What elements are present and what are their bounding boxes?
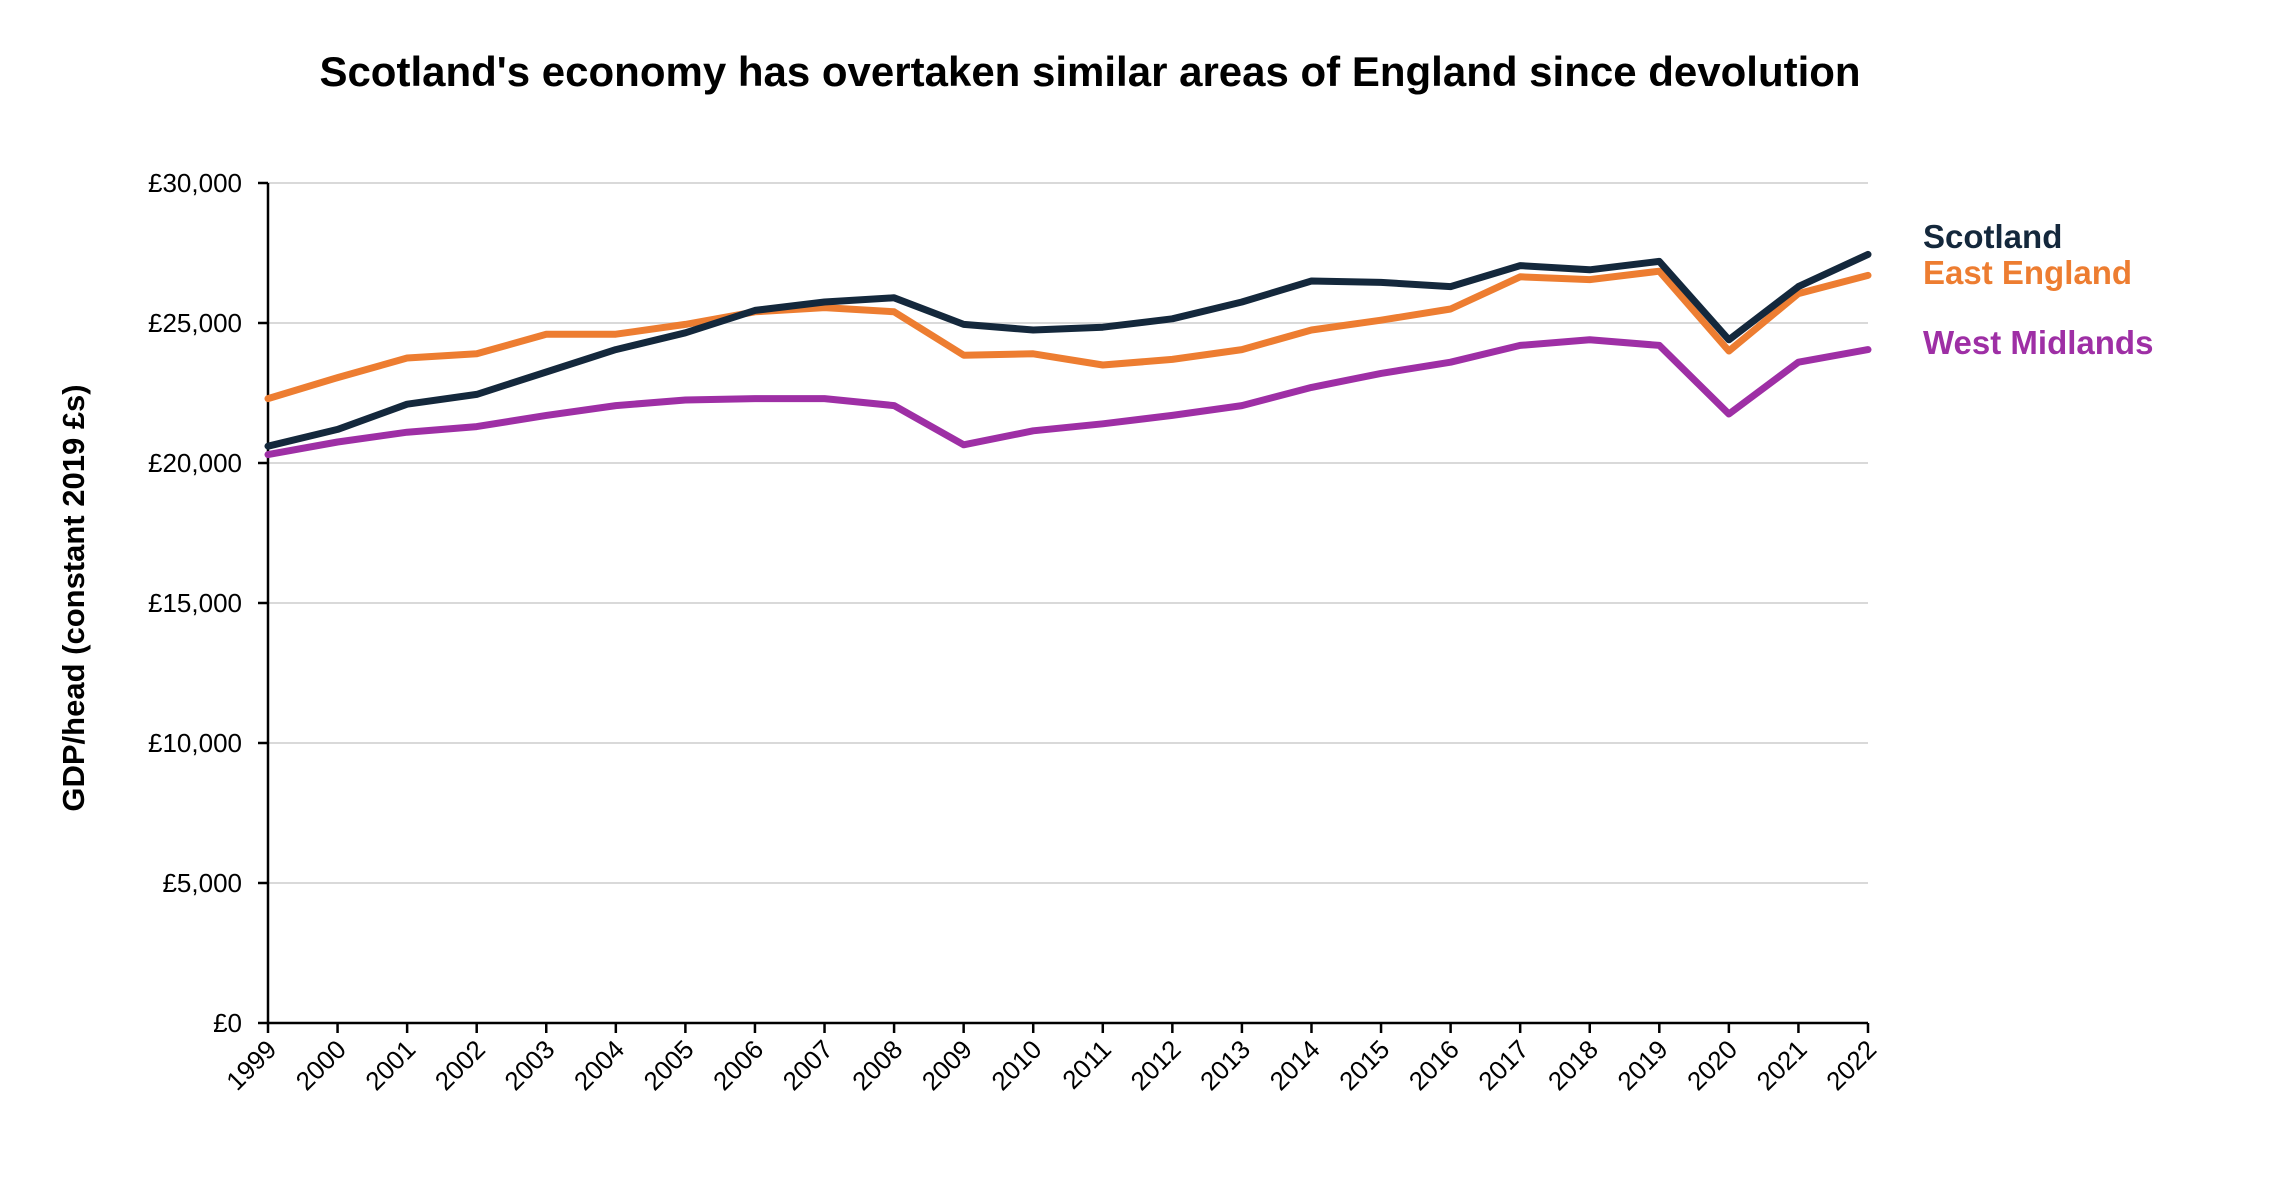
x-tick-label: 2014 bbox=[1264, 1034, 1326, 1096]
x-tick-label: 2007 bbox=[777, 1034, 839, 1096]
y-tick-label: £5,000 bbox=[162, 868, 242, 898]
x-tick-label: 2004 bbox=[568, 1034, 630, 1096]
y-tick-label: £15,000 bbox=[148, 588, 242, 618]
legend-label-east-england: East England bbox=[1923, 254, 2132, 291]
x-tick-label: 1999 bbox=[220, 1034, 282, 1096]
x-tick-label: 2008 bbox=[846, 1034, 908, 1096]
gridlines bbox=[268, 182, 1868, 884]
y-tick-label: £25,000 bbox=[148, 308, 242, 338]
legend-label-west-midlands: West Midlands bbox=[1923, 324, 2153, 361]
y-axis-label: GDP/head (constant 2019 £s) bbox=[56, 384, 91, 811]
x-tick-label: 2011 bbox=[1056, 1034, 1117, 1095]
x-tick-label: 2021 bbox=[1751, 1034, 1813, 1096]
x-tick-label: 2012 bbox=[1124, 1034, 1186, 1096]
y-tick-label: £20,000 bbox=[148, 448, 242, 478]
x-tick-label: 2001 bbox=[359, 1034, 421, 1096]
y-tick-label: £10,000 bbox=[148, 728, 242, 758]
x-tick-labels: 1999 2000 2001 2002 2003 2004 2005 2006 2007 2008… bbox=[220, 1034, 1882, 1096]
legend-label-scotland: Scotland bbox=[1923, 218, 2062, 255]
series-line-west-midlands bbox=[264, 336, 1872, 459]
series-line-east-england bbox=[264, 267, 1872, 403]
chart-title: Scotland's economy has overtaken similar… bbox=[319, 48, 1860, 95]
x-tick-label: 2002 bbox=[429, 1034, 491, 1096]
x-tick-label: 2022 bbox=[1820, 1034, 1882, 1096]
series-line-scotland bbox=[264, 250, 1872, 450]
series-lines bbox=[264, 250, 1872, 459]
x-tick-label: 2017 bbox=[1472, 1034, 1534, 1096]
x-tick-label: 2009 bbox=[916, 1034, 978, 1096]
x-tick-label: 2003 bbox=[498, 1034, 560, 1096]
x-tick-label: 2006 bbox=[707, 1034, 769, 1096]
x-tick-label: 2018 bbox=[1542, 1034, 1604, 1096]
x-tick-label: 2010 bbox=[985, 1034, 1047, 1096]
x-tick-label: 2000 bbox=[290, 1034, 352, 1096]
axes bbox=[258, 181, 1870, 1033]
x-tick-label: 2016 bbox=[1403, 1034, 1465, 1096]
y-tick-label: £30,000 bbox=[148, 168, 242, 198]
y-tick-labels: £0 £5,000 £10,000 £15,000 £20,000 £25,000 £30,… bbox=[148, 168, 242, 1038]
x-tick-label: 2005 bbox=[638, 1034, 700, 1096]
y-tick-label: £0 bbox=[213, 1008, 242, 1038]
x-tick-label: 2015 bbox=[1333, 1034, 1395, 1096]
x-tick-label: 2019 bbox=[1611, 1034, 1673, 1096]
x-tick-label: 2013 bbox=[1194, 1034, 1256, 1096]
x-tick-label: 2020 bbox=[1681, 1034, 1743, 1096]
